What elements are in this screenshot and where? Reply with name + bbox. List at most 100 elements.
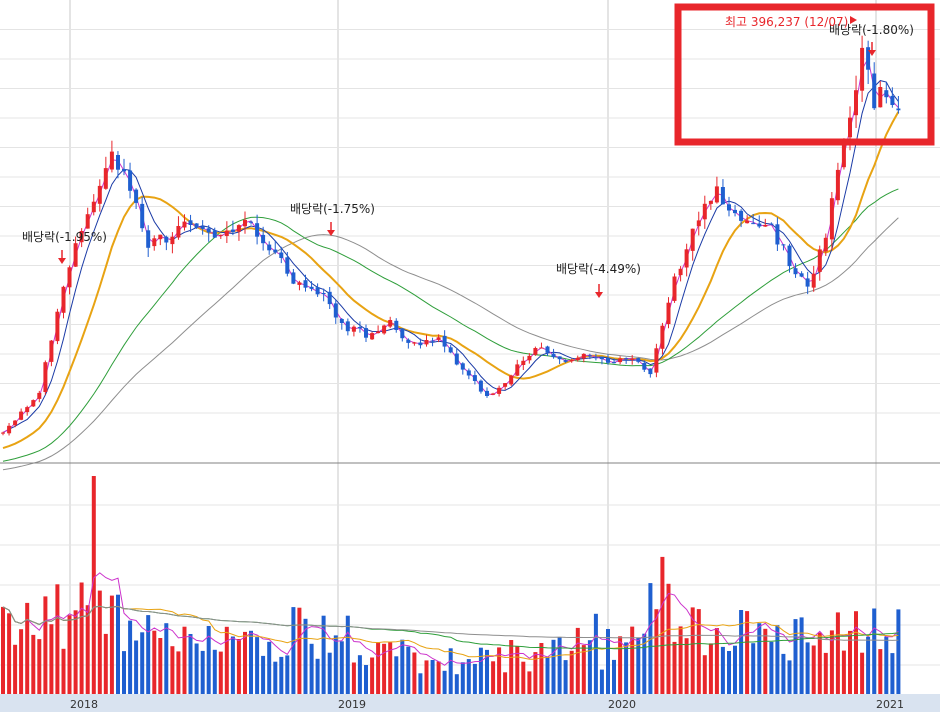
candle-body <box>854 90 858 116</box>
volume-bar <box>364 665 368 694</box>
candle-body <box>823 237 828 252</box>
volume-bar <box>708 643 713 694</box>
candle-body <box>85 214 90 229</box>
candle-body <box>684 249 689 268</box>
volume-bar <box>491 661 496 694</box>
candle-body <box>152 238 157 247</box>
volume-bar <box>551 639 556 694</box>
volume-bar <box>835 612 840 694</box>
volume-bar <box>19 629 24 694</box>
volume-bar <box>509 640 514 694</box>
volume-bar <box>527 671 532 694</box>
volume-bar <box>152 630 157 694</box>
candle-body <box>1 432 5 434</box>
volume-bar <box>636 637 641 694</box>
candle-body <box>140 203 145 229</box>
candle-body <box>357 327 362 329</box>
volume-bar <box>188 634 193 694</box>
candle-body <box>545 346 550 353</box>
candle-body <box>606 357 610 363</box>
candlesticks <box>1 35 901 436</box>
volume-bar <box>109 595 114 694</box>
candle-body <box>31 400 36 407</box>
x-axis-bar <box>0 694 940 712</box>
volume-bar <box>315 658 320 694</box>
candle-body <box>624 358 629 360</box>
candle-body <box>503 383 508 387</box>
volume-bar <box>146 615 151 694</box>
volume-bar <box>702 655 707 694</box>
volume-bar <box>351 662 356 694</box>
volume-bar <box>575 627 580 694</box>
volume-bar <box>805 642 810 694</box>
volume-bar <box>696 609 701 694</box>
volume-bar <box>212 649 217 694</box>
dividend-label-2: 배당락(-1.75%) <box>290 202 375 216</box>
volume-bar <box>781 653 786 694</box>
volume-bar <box>67 615 72 694</box>
candle-body <box>593 357 598 359</box>
candle-body <box>575 357 580 361</box>
candle-body <box>279 252 284 258</box>
candle-body <box>37 392 42 399</box>
volume-bar <box>267 641 272 694</box>
candle-body <box>91 201 96 213</box>
candle-body <box>521 360 526 365</box>
candle-body <box>206 228 211 233</box>
volume-bar <box>829 630 834 694</box>
candle-body <box>122 169 126 172</box>
x-tick-2018: 2018 <box>70 698 98 711</box>
volume-bar <box>769 641 774 694</box>
candle-body <box>345 321 350 332</box>
volume-bar <box>255 637 260 694</box>
candle-body <box>696 220 701 227</box>
candle-body <box>618 358 623 363</box>
candle-body <box>309 286 314 289</box>
candle-body <box>43 362 48 392</box>
volume-bar <box>339 641 344 694</box>
volume-bar <box>848 630 852 694</box>
candle-body <box>569 359 574 362</box>
candle-body <box>351 326 356 332</box>
candle-body <box>158 234 163 240</box>
high-price-marker <box>850 16 857 24</box>
candle-body <box>491 393 496 395</box>
volume-bar <box>854 611 858 694</box>
candle-body <box>406 339 411 343</box>
candle-body <box>472 375 477 381</box>
volume-bar <box>261 655 266 694</box>
volume-bar <box>370 657 375 694</box>
volume-bar <box>103 633 108 694</box>
candle-body <box>612 362 616 364</box>
volume-ma120-line <box>2 605 899 641</box>
volume-bar <box>1 606 5 694</box>
candle-body <box>678 268 683 276</box>
volume-bar <box>745 611 750 694</box>
volume-bar <box>224 626 229 694</box>
volume-bar <box>460 662 465 694</box>
volume-bar <box>606 629 610 694</box>
candle-body <box>763 224 768 227</box>
volume-bar <box>727 651 731 694</box>
ma240-line <box>2 217 899 471</box>
highlight-box <box>674 3 935 146</box>
volume-bar <box>872 608 877 694</box>
candle-body <box>896 108 901 111</box>
candle-body <box>884 90 889 98</box>
volume-bar <box>624 642 629 694</box>
dividend-label-1: 배당락(-1.95%) <box>22 230 107 244</box>
volume-bar <box>418 673 423 694</box>
volume-ma5-line <box>2 572 899 666</box>
volume-bar <box>545 656 550 694</box>
volume-bar <box>684 638 689 694</box>
candle-body <box>188 220 193 225</box>
candle-body <box>587 355 592 357</box>
candle-body <box>333 303 338 318</box>
dividend-marker-4 <box>868 50 876 56</box>
x-tick-2020: 2020 <box>608 698 636 711</box>
candle-body <box>388 320 393 327</box>
volume-bar <box>7 613 12 694</box>
dividend-label-3: 배당락(-4.49%) <box>556 262 641 276</box>
volume-bar <box>327 652 332 694</box>
volume-bar <box>678 626 683 694</box>
